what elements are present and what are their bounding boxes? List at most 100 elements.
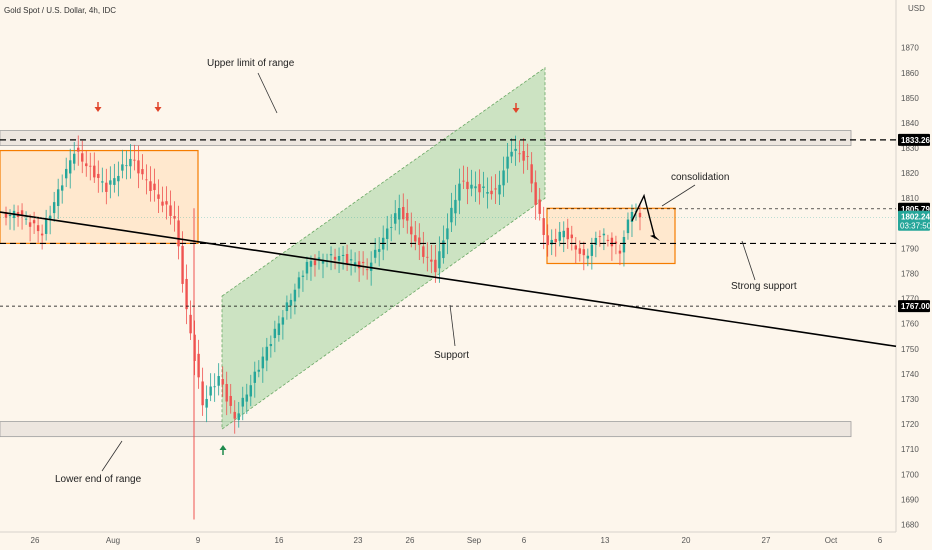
candle-body [309, 261, 313, 267]
price-tick-label: 1700 [901, 470, 919, 479]
candle-body [458, 183, 461, 201]
candle-body [301, 275, 305, 277]
candle-body [482, 186, 485, 189]
candle [36, 216, 40, 243]
time-tick-label: 26 [31, 536, 40, 545]
candle [558, 222, 561, 247]
candle [32, 211, 36, 234]
symbol-title: Gold Spot / U.S. Dollar, 4h, IDC [4, 6, 116, 15]
candle [586, 248, 590, 267]
price-tick-label: 1760 [901, 320, 919, 329]
candle [121, 149, 124, 179]
candle [410, 212, 413, 248]
candle [229, 383, 232, 414]
candle [201, 367, 204, 416]
candle [197, 339, 200, 389]
candle [526, 143, 529, 170]
candle-body [60, 185, 64, 191]
candle [273, 320, 277, 353]
candle-body [189, 314, 192, 334]
candle [454, 184, 457, 226]
candle-body [554, 238, 557, 243]
candle [402, 193, 405, 228]
candle [494, 174, 497, 205]
candle-body [145, 179, 148, 181]
price-tick-label: 1770 [901, 295, 919, 304]
candle-body [438, 251, 441, 269]
candle [598, 230, 602, 247]
candle-body [337, 255, 341, 261]
candle [418, 223, 421, 261]
candle-body [486, 191, 489, 194]
candle-body [542, 218, 545, 235]
candle-body [261, 356, 265, 369]
down-arrow-head [154, 107, 162, 112]
candle [361, 251, 365, 276]
candle-body [20, 210, 24, 215]
candle [618, 244, 622, 266]
candle-body [638, 212, 642, 218]
candle [390, 214, 393, 242]
candle [313, 254, 317, 277]
candle-body [578, 248, 582, 254]
candle [502, 156, 505, 197]
candle [530, 152, 533, 193]
candle [169, 190, 172, 225]
candle-body [398, 208, 401, 220]
candle-body [329, 254, 333, 256]
projection-path [631, 193, 656, 239]
candle-body [594, 237, 598, 245]
candle-body [8, 214, 12, 217]
candle [349, 249, 353, 276]
candle-body [402, 206, 405, 220]
annotation-strong-support: Strong support [731, 281, 797, 292]
candle-body [185, 278, 188, 310]
candle-body [289, 299, 293, 306]
price-tick-label: 1870 [901, 44, 919, 53]
price-tick-label: 1750 [901, 345, 919, 354]
candle-body [550, 239, 553, 245]
candle [426, 242, 429, 272]
candle-body [446, 228, 449, 240]
candle-body [502, 170, 505, 186]
candle-body [586, 255, 590, 259]
candle [77, 135, 80, 166]
candle [281, 310, 285, 340]
candle-body [173, 216, 176, 219]
candle-body [113, 178, 116, 185]
candle-body [534, 182, 537, 205]
candle-body [394, 213, 397, 224]
candle [337, 247, 341, 273]
candle [193, 320, 196, 376]
candle [89, 152, 92, 181]
candle-body [598, 236, 602, 238]
candle-body [269, 343, 273, 347]
candle-body [197, 353, 200, 378]
price-tag-1767.00-label: 1767.00 [901, 302, 930, 311]
candle-body [169, 205, 172, 216]
candle [554, 228, 557, 257]
time-tick-label: 26 [406, 536, 415, 545]
candle [113, 163, 116, 193]
candle [221, 366, 224, 397]
candle-body [249, 385, 252, 397]
candle-body [369, 262, 373, 271]
candle [157, 179, 160, 213]
countdown-label: 03:37:50 [900, 222, 932, 231]
candle [582, 241, 586, 271]
candle [562, 221, 565, 253]
candle-body [105, 182, 108, 192]
candle-body [466, 181, 469, 190]
candle [185, 264, 188, 325]
candle [333, 248, 337, 270]
price-tick-label: 1690 [901, 495, 919, 504]
candle [4, 206, 8, 226]
candle [297, 271, 301, 298]
candle [105, 168, 108, 205]
candle [321, 253, 325, 279]
candle-body [470, 184, 473, 189]
candle-body [93, 165, 96, 178]
price-tag-1767.00-bg [898, 300, 930, 313]
candle [249, 374, 252, 407]
candle [394, 200, 397, 231]
